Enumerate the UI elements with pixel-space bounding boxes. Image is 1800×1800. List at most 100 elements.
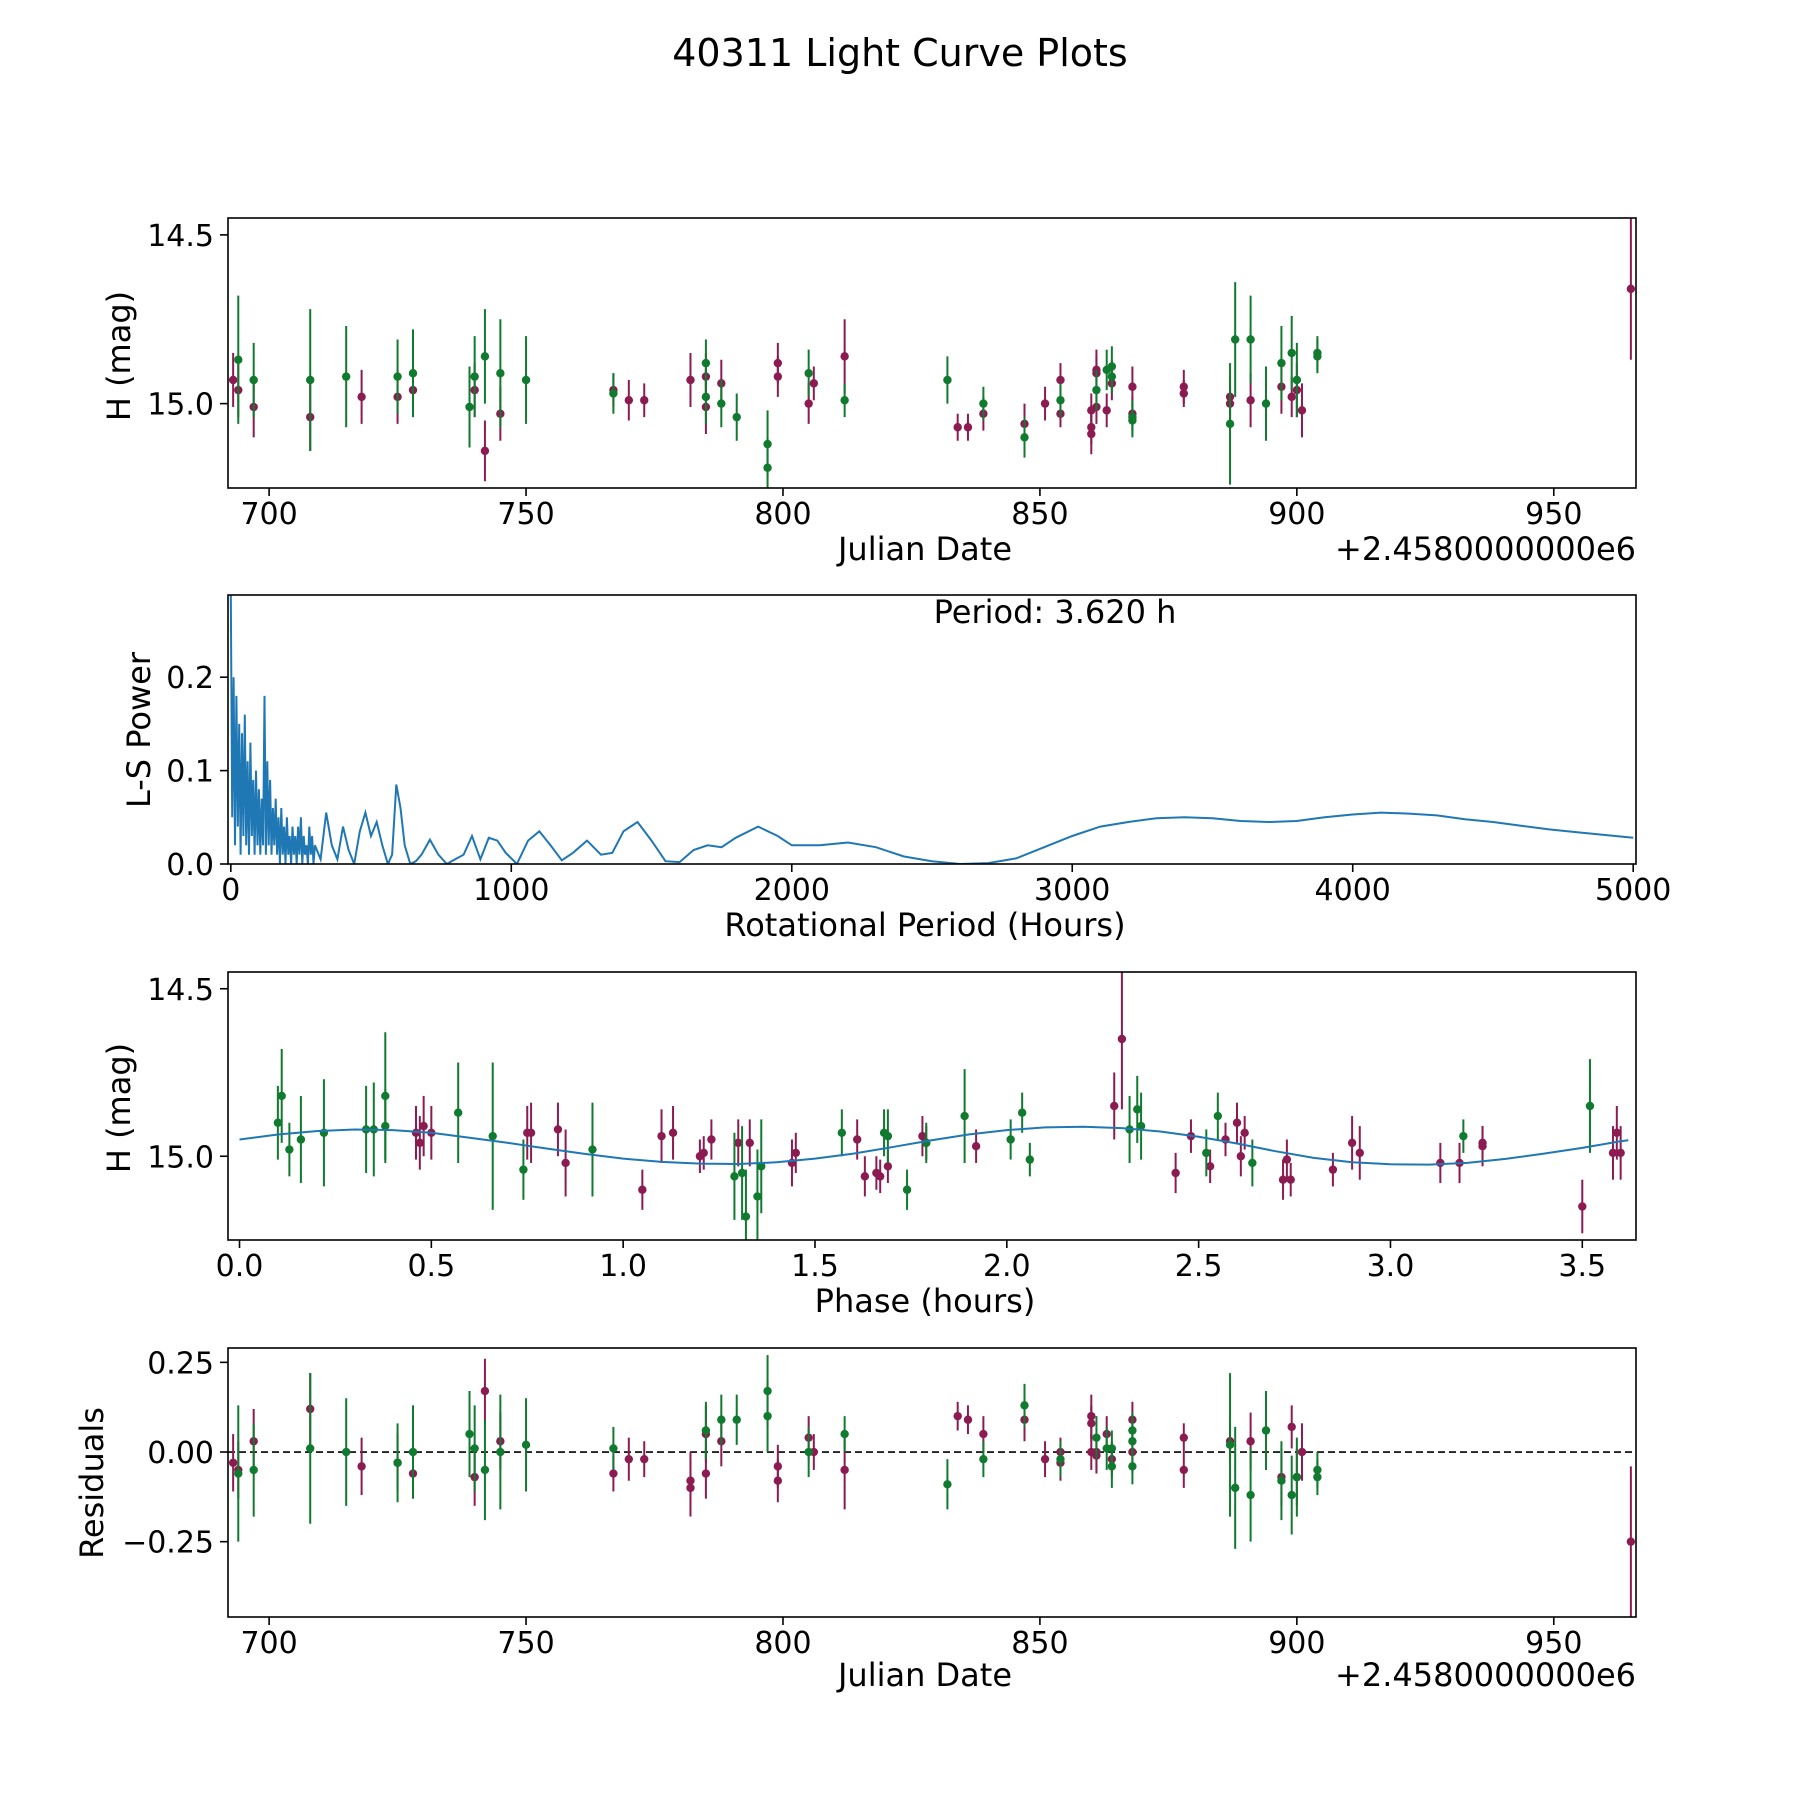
period-annotation: Period: 3.620 h	[934, 593, 1177, 631]
axes-frame	[227, 971, 1637, 1241]
green-data-point	[1107, 1444, 1117, 1453]
red-data-point	[1282, 1155, 1292, 1164]
red-data-point	[1478, 1138, 1487, 1148]
red-data-point	[860, 1172, 870, 1181]
red-data-point	[1287, 392, 1296, 402]
panel-light-curve: H (mag) Julian Date +2.4580000000e6 700 7…	[100, 217, 1637, 568]
red-data-point	[415, 1138, 425, 1148]
red-data-point	[1179, 1465, 1188, 1475]
green-data-point	[609, 389, 618, 398]
x-tick-label: 800	[754, 1626, 811, 1661]
green-data-point	[837, 1128, 847, 1138]
periodogram-plot-area: 0 1000 2000 3000 4000 5000 0.0 0.1 0.2	[166, 594, 1671, 908]
red-data-point	[883, 1162, 893, 1171]
red-data-point	[699, 1148, 708, 1158]
y-tick-label: 14.5	[147, 973, 214, 1008]
x-tick-label: 700	[240, 497, 297, 532]
y-tick-label: 0.1	[166, 755, 214, 790]
green-data-point	[465, 1429, 474, 1439]
green-data-point	[1128, 1437, 1137, 1446]
green-data-point	[840, 1429, 849, 1439]
red-data-point	[804, 399, 813, 408]
green-data-point	[1092, 385, 1101, 395]
x-tick-label: 750	[497, 497, 554, 532]
green-data-point	[1230, 1483, 1240, 1493]
green-data-point	[1225, 1440, 1235, 1450]
green-data-point	[521, 375, 531, 385]
green-data-point	[1287, 1490, 1296, 1500]
green-data-point	[1136, 1121, 1146, 1131]
red-data-point	[1110, 1101, 1119, 1111]
red-data-point	[1240, 1128, 1249, 1138]
x-tick-label: 5000	[1595, 873, 1671, 908]
red-data-point	[1179, 1433, 1188, 1442]
x-tick-label: 0.0	[216, 1249, 264, 1284]
red-data-point	[840, 352, 849, 361]
y-tick-label: 0.0	[166, 848, 214, 883]
green-data-point	[393, 372, 402, 381]
x-tick-label: 700	[240, 1626, 297, 1661]
green-data-point	[234, 1469, 243, 1478]
green-data-point	[804, 369, 813, 378]
red-data-point	[1278, 1175, 1288, 1184]
green-data-point	[277, 1091, 286, 1101]
red-data-point	[1232, 1118, 1242, 1127]
green-data-point	[763, 1411, 772, 1421]
red-data-point	[1612, 1128, 1622, 1138]
red-data-point	[1128, 382, 1137, 391]
green-data-point	[519, 1165, 528, 1174]
green-data-point	[730, 1172, 739, 1181]
green-data-point	[1277, 1476, 1286, 1485]
x-tick-label: 900	[1268, 1626, 1325, 1661]
red-data-point	[657, 1131, 666, 1141]
red-data-point	[640, 1454, 649, 1464]
green-data-point	[1025, 1155, 1035, 1164]
axes-frame	[227, 1347, 1637, 1618]
x-tick-label: 1.5	[791, 1249, 839, 1284]
green-data-point	[521, 1440, 531, 1450]
green-data-point	[1128, 412, 1137, 422]
green-data-point	[488, 1131, 497, 1141]
green-data-point	[717, 399, 726, 408]
red-data-point	[1297, 406, 1307, 415]
green-data-point	[496, 369, 505, 378]
green-data-point	[1202, 1148, 1211, 1158]
green-data-point	[1056, 1454, 1065, 1464]
green-data-point	[1277, 358, 1286, 368]
x-tick-label: 3.0	[1367, 1249, 1415, 1284]
x-tick-label: 750	[497, 1626, 554, 1661]
x-tick-label: 850	[1011, 497, 1068, 532]
phased-curve-xlabel: Phase (hours)	[815, 1282, 1036, 1320]
red-data-point	[971, 1142, 981, 1151]
green-data-point	[979, 399, 988, 408]
x-tick-label: 3000	[1034, 873, 1110, 908]
red-data-point	[1578, 1202, 1587, 1211]
red-data-point	[480, 446, 490, 456]
green-data-point	[1287, 348, 1296, 358]
red-data-point	[745, 1138, 754, 1148]
red-data-point	[357, 1462, 366, 1471]
red-data-point	[979, 1429, 988, 1439]
red-data-point	[640, 396, 649, 405]
green-data-point	[306, 375, 315, 385]
x-tick-label: 3.5	[1558, 1249, 1606, 1284]
red-data-point	[561, 1158, 570, 1168]
light-curve-ylabel: H (mag)	[100, 291, 138, 421]
red-data-point	[228, 375, 238, 385]
red-data-point	[773, 358, 783, 368]
red-data-point	[668, 1128, 678, 1138]
red-data-point	[773, 1476, 783, 1485]
green-data-point	[943, 1480, 952, 1489]
green-data-point	[609, 1444, 618, 1453]
red-data-point	[1246, 396, 1255, 405]
red-data-point	[624, 1454, 634, 1464]
x-tick-label: 900	[1268, 497, 1325, 532]
red-data-point	[791, 1148, 801, 1158]
red-data-point	[809, 379, 819, 388]
panel-phased-curve: H (mag) Phase (hours) 0.0 0.5 1.0 1.5 2.0 2.5…	[100, 971, 1637, 1320]
green-data-point	[470, 1444, 479, 1453]
y-tick-label: 14.5	[147, 219, 214, 254]
red-data-point	[1056, 375, 1065, 385]
green-data-point	[717, 1415, 726, 1424]
